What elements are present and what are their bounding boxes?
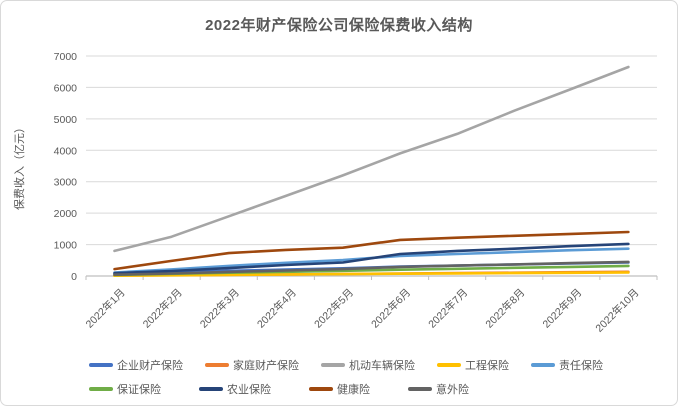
legend-label: 家庭财产保险 — [233, 360, 299, 372]
legend-line-marker — [321, 363, 345, 367]
x-tick-label: 2022年7月 — [426, 286, 471, 331]
legend-line-marker — [199, 387, 223, 391]
legend-row-2: 保证保险 农业保险 健康险 意外险 — [89, 381, 649, 397]
y-tick-label: 3000 — [54, 177, 78, 189]
legend-item-2: 机动车辆保险 — [321, 357, 415, 373]
legend-item-1: 家庭财产保险 — [205, 357, 299, 373]
legend-item-5: 保证保险 — [89, 381, 161, 397]
y-tick-labels: 0 1000 2000 3000 4000 5000 6000 7000 — [54, 51, 78, 283]
legend-item-4: 责任保险 — [531, 357, 603, 373]
x-tick-label: 2022年1月 — [83, 286, 128, 331]
legend-label: 农业保险 — [227, 384, 271, 396]
legend-item-6: 农业保险 — [199, 381, 271, 397]
x-axis — [85, 275, 658, 280]
x-tick-labels: 2022年1月 2022年2月 2022年3月 2022年4月 2022年5月 2022年… — [83, 286, 642, 335]
legend-label: 保证保险 — [117, 384, 161, 396]
legend-label: 意外险 — [436, 384, 469, 396]
legend-item-7: 健康险 — [309, 381, 370, 397]
legend-line-marker — [89, 387, 113, 391]
legend-item-0: 企业财产保险 — [89, 357, 183, 373]
y-tick-label: 0 — [71, 271, 77, 283]
y-tick-label: 4000 — [54, 145, 78, 157]
legend-line-marker — [437, 363, 461, 367]
y-tick-label: 7000 — [54, 51, 78, 63]
legend-label: 机动车辆保险 — [349, 360, 415, 372]
x-tick-label: 2022年10月 — [593, 286, 642, 335]
x-tick-label: 2022年8月 — [483, 286, 528, 331]
legend-line-marker — [408, 387, 432, 391]
legend-line-marker — [89, 363, 113, 367]
legend-label: 责任保险 — [559, 360, 603, 372]
y-tick-label: 2000 — [54, 208, 78, 220]
chart-title: 2022年财产保险公司保险保费收入结构 — [205, 17, 473, 34]
y-tick-label: 6000 — [54, 82, 78, 94]
x-tick-label: 2022年4月 — [254, 286, 299, 331]
x-tick-label: 2022年6月 — [368, 286, 413, 331]
legend-label: 健康险 — [337, 384, 370, 396]
legend-line-marker — [309, 387, 333, 391]
chart-legend: 企业财产保险 家庭财产保险 机动车辆保险 工程保险 责任保险 保证保险 农业保险 健康险 意外… — [89, 357, 649, 397]
legend-line-marker — [205, 363, 229, 367]
legend-label: 企业财产保险 — [117, 360, 183, 372]
legend-item-8: 意外险 — [408, 381, 469, 397]
legend-line-marker — [531, 363, 555, 367]
series-lines — [113, 65, 630, 278]
y-tick-label: 5000 — [54, 114, 78, 126]
y-tick-label: 1000 — [54, 240, 78, 252]
series-line-2 — [113, 65, 630, 253]
series-line-6 — [113, 242, 630, 275]
gridlines — [86, 55, 657, 246]
x-tick-label: 2022年9月 — [540, 286, 585, 331]
series-line-7 — [113, 230, 630, 271]
legend-label: 工程保险 — [465, 360, 509, 372]
x-tick-label: 2022年5月 — [311, 286, 356, 331]
legend-item-3: 工程保险 — [437, 357, 509, 373]
y-axis-title: 保费收入（亿元） — [12, 122, 26, 210]
x-tick-label: 2022年2月 — [140, 286, 185, 331]
x-tick-label: 2022年3月 — [197, 286, 242, 331]
series-line-3 — [113, 271, 630, 278]
legend-row-1: 企业财产保险 家庭财产保险 机动车辆保险 工程保险 责任保险 — [89, 357, 649, 373]
series-line-8 — [113, 260, 630, 277]
